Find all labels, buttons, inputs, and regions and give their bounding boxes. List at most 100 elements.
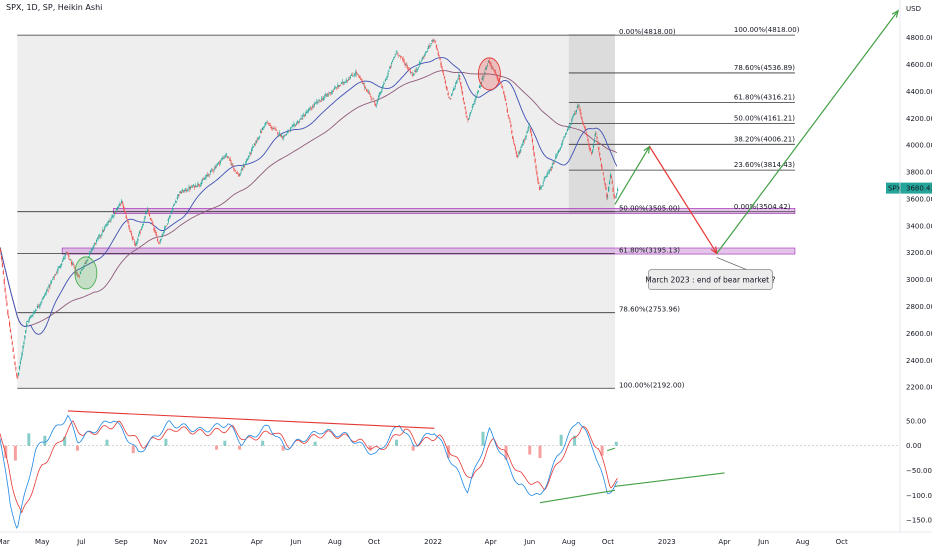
candle-body (213, 169, 215, 170)
heikin-ashi-candle (135, 240, 137, 247)
candle-body (465, 111, 467, 114)
candle-body (537, 177, 539, 181)
candle-body (250, 152, 252, 154)
candle-body (205, 177, 207, 178)
candle-body (453, 88, 456, 90)
heikin-ashi-candle (222, 155, 224, 160)
candle-body (545, 176, 547, 178)
candle-body (520, 149, 522, 152)
heikin-ashi-candle (525, 134, 527, 140)
heikin-ashi-candle (81, 269, 83, 271)
heikin-ashi-candle (290, 126, 292, 129)
candle-body (137, 238, 139, 241)
heikin-ashi-candle (107, 220, 109, 225)
candle-body (450, 98, 452, 99)
heikin-ashi-candle (426, 48, 429, 52)
oscillator-histogram-bar (573, 435, 577, 446)
candle-body (580, 112, 582, 115)
candle-body (209, 170, 212, 173)
candle-body (311, 108, 313, 110)
candle-body (115, 210, 117, 212)
candle-body (496, 76, 499, 80)
candle-body (526, 131, 528, 134)
heikin-ashi-candle (99, 235, 101, 239)
candle-body (362, 82, 364, 85)
heikin-ashi-candle (165, 225, 167, 229)
heikin-ashi-candle (599, 157, 602, 162)
candle-body (306, 112, 308, 113)
candle-body (113, 215, 115, 217)
heikin-ashi-candle (617, 186, 619, 194)
candle-body (83, 265, 85, 267)
candle-body (14, 362, 16, 366)
heikin-ashi-candle (335, 86, 337, 89)
heikin-ashi-candle (518, 149, 520, 156)
heikin-ashi-candle (262, 126, 265, 131)
candle-body (278, 134, 280, 136)
candle-body (136, 242, 138, 244)
heikin-ashi-candle (25, 329, 27, 334)
heikin-ashi-candle (114, 211, 117, 215)
candle-body (218, 162, 221, 164)
candle-body (128, 224, 130, 227)
heikin-ashi-candle (173, 203, 175, 207)
candle-body (67, 253, 69, 254)
heikin-ashi-candle (136, 240, 138, 246)
heikin-ashi-candle (61, 262, 63, 268)
oscillator-histogram-bar (538, 445, 542, 459)
candle-body (571, 118, 573, 122)
candle-body (412, 74, 414, 76)
callout-box (648, 269, 773, 290)
heikin-ashi-candle (206, 173, 208, 178)
candle-body (424, 54, 426, 57)
heikin-ashi-candle (238, 173, 240, 177)
heikin-ashi-candle (544, 176, 546, 179)
candle-body (375, 105, 377, 106)
candle-body (281, 136, 283, 138)
heikin-ashi-candle (284, 135, 286, 137)
heikin-ashi-candle (402, 56, 404, 63)
heikin-ashi-candle (468, 118, 470, 121)
candle-body (388, 70, 390, 72)
heikin-ashi-candle (460, 85, 463, 93)
candle-body (179, 191, 181, 194)
oscillator-histogram-bar (4, 445, 8, 459)
heikin-ashi-candle (258, 136, 260, 141)
heikin-ashi-candle (243, 164, 246, 169)
oscillator-histogram-bar (261, 440, 265, 446)
heikin-ashi-candle (27, 319, 30, 324)
candle-body (598, 146, 600, 151)
price-tick-label: 3400.00 (906, 222, 932, 230)
time-tick-label: Oct (602, 538, 614, 546)
heikin-ashi-candle (252, 145, 255, 148)
candle-body (401, 57, 404, 59)
candle-body (294, 124, 296, 125)
candle-body (279, 134, 282, 137)
heikin-ashi-candle (531, 137, 534, 145)
candle-body (197, 183, 199, 185)
heikin-ashi-candle (257, 137, 259, 140)
heikin-ashi-candle (218, 160, 221, 167)
candle-body (119, 203, 121, 204)
heikin-ashi-candle (30, 314, 32, 319)
heikin-ashi-candle (149, 217, 152, 221)
heikin-ashi-candle (552, 160, 554, 165)
heikin-ashi-candle (270, 125, 273, 131)
candle-body (78, 276, 80, 277)
candle-body (552, 162, 554, 165)
heikin-ashi-candle (55, 271, 57, 275)
candle-body (567, 127, 569, 129)
oscillator-histogram-bar (504, 445, 508, 460)
candle-body (318, 99, 320, 101)
candle-body (182, 189, 184, 192)
heikin-ashi-candle (408, 67, 411, 71)
oscillator-histogram-bar (481, 431, 485, 446)
candle-body (343, 82, 345, 83)
candle-body (261, 127, 264, 131)
heikin-ashi-candle (123, 206, 125, 213)
heikin-ashi-candle (61, 258, 64, 263)
heikin-ashi-candle (239, 173, 241, 176)
candle-body (405, 64, 407, 66)
